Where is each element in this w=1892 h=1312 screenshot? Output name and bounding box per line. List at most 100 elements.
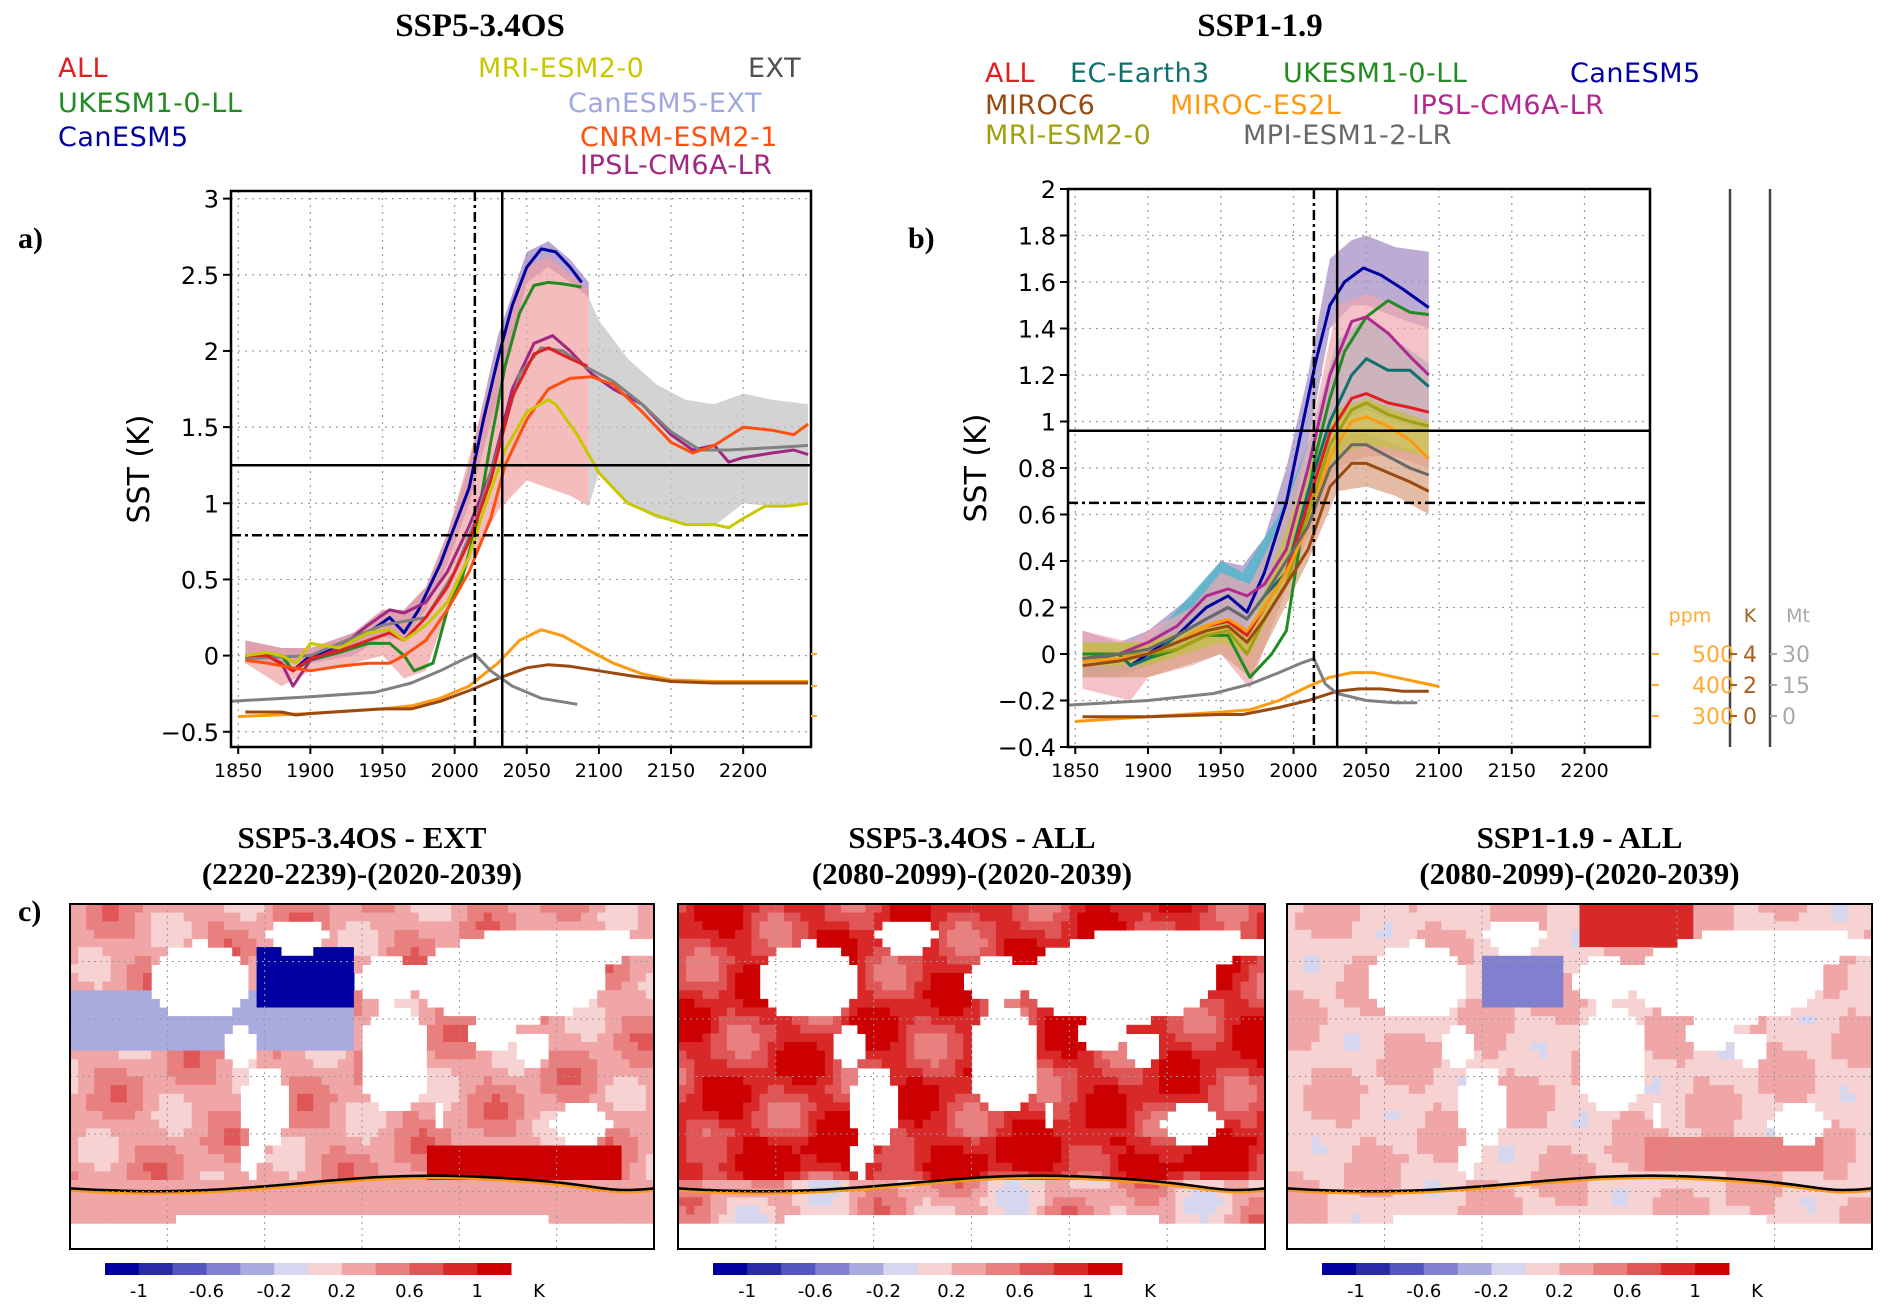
map-cell [1248,1111,1258,1121]
map-cell [1473,1024,1483,1034]
map-cell [1093,1136,1103,1147]
map-cell [800,1042,810,1052]
map-cell [443,912,452,922]
map-cell [1482,938,1491,948]
map-cell [914,990,924,1000]
map-cell [637,1076,647,1086]
panel-label-a: a) [18,222,43,255]
map-cell [1183,1067,1193,1078]
map-cell [938,1136,948,1147]
map-cell [78,1171,87,1181]
map-cell [280,981,290,991]
map-cell [264,973,274,983]
map-cell [857,938,867,948]
map-cell [443,1093,452,1103]
map-cell [1782,1016,1792,1026]
map-cell [759,1128,769,1138]
map-cell [1449,947,1459,957]
map-cell [589,1145,598,1155]
map-cell [613,964,623,974]
map-cell [1069,1197,1079,1207]
map-cell [710,1059,720,1069]
map-cell [1668,938,1678,948]
map-cell [329,1024,339,1034]
map-cell [947,1162,956,1172]
map-cell [516,1076,525,1086]
map-cell [126,1050,136,1060]
map-cell [1392,929,1402,940]
map-cell [751,1111,761,1121]
map-cell [1232,1102,1242,1112]
map-cell [1175,1162,1185,1172]
map-cell [1224,1085,1233,1095]
map-cell [483,1154,493,1164]
map-cell [1807,921,1816,931]
map-cell [175,921,185,931]
map-cell [126,1059,136,1069]
map-title-period: (2080-2099)-(2020-2039) [811,856,1133,891]
map-cell [922,1171,932,1181]
map-cell [289,1016,298,1026]
map-cell [963,1033,973,1043]
map-cell [1847,912,1857,922]
map-cell [718,1007,728,1017]
map-cell [987,912,997,922]
map-cell [1256,929,1266,940]
map-cell [743,1007,752,1017]
map-cell [126,1016,136,1026]
map-cell [743,1145,752,1155]
map-cell [784,1016,793,1026]
map-cell [971,1016,981,1026]
map-cell [759,1076,769,1086]
map-cell [216,1162,225,1172]
map-cell [1384,912,1394,922]
map-cell [289,1111,298,1121]
map-cell [1303,1007,1312,1017]
map-cell [963,912,973,922]
map-cell [345,947,355,957]
map-cell [963,1007,973,1017]
map-cell [1774,912,1784,922]
map-cell [1224,1042,1233,1052]
map-cell [1126,904,1136,914]
map-cell [759,1180,769,1190]
map-cell [792,1154,801,1164]
map-cell [1191,1042,1201,1052]
map-cell [759,1162,769,1172]
map-cell [767,1136,777,1147]
map-cell [629,1050,639,1060]
map-cell [199,1162,209,1172]
map-cell [759,1136,769,1147]
map-cell [240,1016,249,1026]
map-cell [1335,1007,1345,1017]
map-cell [613,1214,623,1224]
map-cell [1717,904,1727,914]
map-cell [1287,947,1296,957]
map-cell [1232,1085,1242,1095]
map-cell [386,1128,395,1138]
map-cell [686,921,695,931]
map-cell [865,1205,875,1216]
map-cell [1232,1154,1242,1164]
map-cell [110,1214,120,1224]
map-cell [710,1180,720,1190]
map-cell [1790,1016,1800,1026]
map-cell [289,1050,298,1060]
map-cell [890,1197,899,1207]
map-cell [272,1059,282,1069]
map-cell [1036,1085,1046,1095]
map-cell [1425,938,1434,948]
map-cell [110,973,120,983]
map-cell [70,1188,79,1198]
map-cell [435,1128,444,1138]
map-cell [1101,1059,1111,1069]
map-cell [1360,990,1369,1000]
map-cell [726,947,736,957]
map-cell [784,1042,793,1052]
map-cell [1028,1119,1038,1129]
map-cell [890,964,899,974]
map-cell [963,1111,973,1121]
map-cell [1343,964,1353,974]
map-cell [1110,1050,1119,1060]
map-cell [1118,1111,1128,1121]
